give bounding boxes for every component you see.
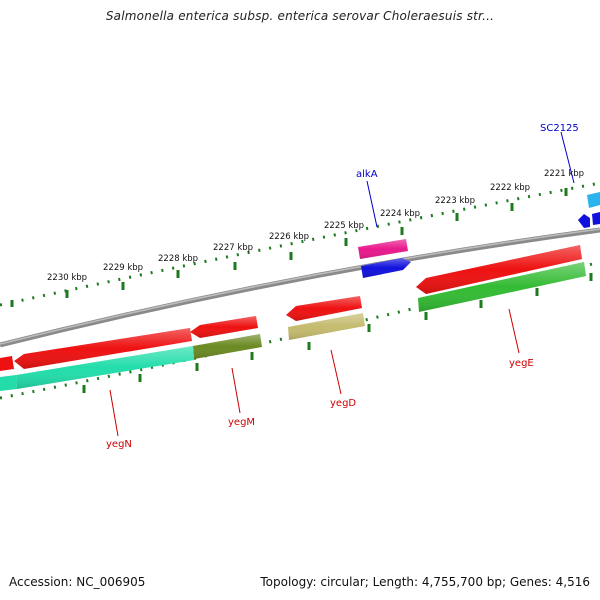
leader-line-yegD: [330, 349, 342, 395]
tick-label: 2230 kbp: [47, 273, 87, 283]
tick-label: 2224 kbp: [380, 209, 420, 219]
leader-line-yegE: [508, 308, 520, 354]
leader-line-SC2125: [560, 131, 575, 184]
inner-major-ticks: [82, 273, 593, 393]
forward-strand-genes: [358, 192, 600, 278]
gene-label-yegM[interactable]: yegM: [228, 417, 255, 428]
tick-label: 2227 kbp: [213, 243, 253, 253]
leader-line-yegM: [231, 367, 241, 414]
gene-label-yegE[interactable]: yegE: [509, 358, 534, 369]
gene-label-alkA[interactable]: alkA: [356, 169, 378, 180]
gene-label-yegD[interactable]: yegD: [330, 398, 356, 409]
page-title: Salmonella enterica subsp. enterica sero…: [105, 9, 495, 23]
leader-line-yegN: [109, 389, 119, 437]
genome-backbone: [0, 227, 600, 348]
leader-line-alkA: [366, 180, 378, 228]
outer-major-ticks: [10, 188, 568, 307]
gene-label-yegN[interactable]: yegN: [106, 439, 132, 450]
tick-label: 2221 kbp: [544, 169, 584, 179]
tick-label: 2222 kbp: [490, 183, 530, 193]
gene-label-SC2125[interactable]: SC2125: [540, 123, 579, 134]
tick-label: 2226 kbp: [269, 232, 309, 242]
tick-label: 2229 kbp: [103, 263, 143, 273]
tick-label: 2223 kbp: [435, 196, 475, 206]
gene-feature-left-edge[interactable]: [0, 356, 14, 371]
gene-feature-SC2125[interactable]: [587, 192, 600, 208]
gene-feature-SC2125-b[interactable]: [578, 214, 590, 228]
tick-label: 2228 kbp: [158, 254, 198, 264]
tick-label: 2225 kbp: [324, 221, 364, 231]
cog-category-bars: [0, 262, 586, 391]
cog-bar-left-edge[interactable]: [0, 375, 17, 391]
topology-label: Topology: circular; Length: 4,755,700 bp…: [260, 575, 590, 589]
reverse-strand-genes: [0, 245, 582, 371]
accession-label: Accession: NC_006905: [9, 575, 146, 589]
